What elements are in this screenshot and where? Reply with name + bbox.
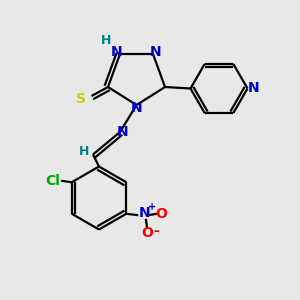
Text: N: N [139, 206, 150, 220]
Text: N: N [150, 46, 162, 59]
Text: N: N [111, 46, 123, 59]
Text: H: H [79, 145, 89, 158]
Text: H: H [101, 34, 112, 47]
Text: O: O [141, 226, 153, 240]
Text: N: N [248, 82, 259, 95]
Text: N: N [131, 101, 142, 115]
Text: Cl: Cl [45, 174, 60, 188]
Text: -: - [153, 224, 159, 238]
Text: +: + [148, 202, 156, 212]
Text: O: O [155, 207, 167, 221]
Text: S: S [76, 92, 86, 106]
Text: N: N [117, 125, 129, 139]
